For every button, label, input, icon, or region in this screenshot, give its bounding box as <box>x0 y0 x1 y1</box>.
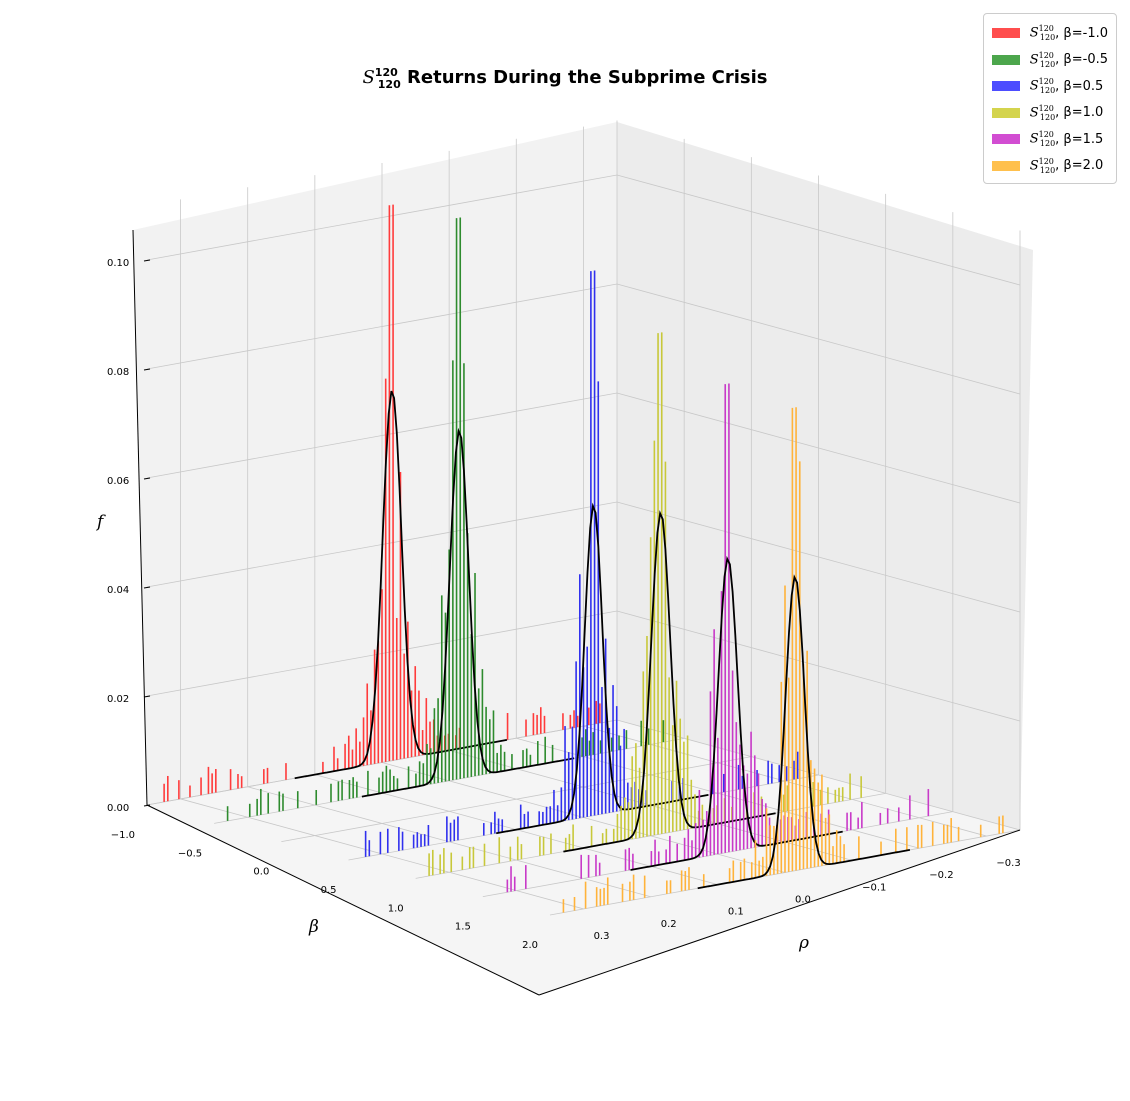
legend-label: , β=2.0 <box>1055 158 1104 174</box>
fit-curve <box>361 427 575 798</box>
title-symbol: S <box>362 67 375 88</box>
z-tick-label: 0.08 <box>107 367 129 378</box>
x-tick-label: 0.2 <box>661 919 677 930</box>
x-axis-label: ρ <box>799 933 809 953</box>
title-sup: 120 <box>374 66 398 79</box>
title-sub: 120 <box>377 77 401 91</box>
chart-title: S120120 Returns During the Subprime Cris… <box>0 66 1130 91</box>
legend-swatch <box>991 160 1020 171</box>
right-wall-pane <box>617 122 1033 830</box>
legend-swatch <box>991 134 1020 145</box>
legend-entry: S120120, β=1.5 <box>991 126 1108 153</box>
x-tick-label: −0.1 <box>862 882 886 893</box>
legend-symbol: S120120 <box>1029 77 1056 96</box>
x-tick-label: −0.2 <box>929 870 953 881</box>
legend-entry: S120120, β=-1.0 <box>991 20 1108 47</box>
legend-label: , β=0.5 <box>1055 78 1104 94</box>
y-tick-label: 1.5 <box>455 922 471 933</box>
z-tick-label: 0.02 <box>107 694 129 705</box>
series-2 <box>364 270 799 857</box>
tick-labels: 0.00 0.02 0.04 0.06 0.08 0.10 −1.0 −0.5 0.0 0.5 1.… <box>107 258 1021 951</box>
x-tick-label: 0.3 <box>594 931 610 942</box>
y-tick-label: 2.0 <box>522 940 538 951</box>
legend-symbol: S120120 <box>1029 156 1056 175</box>
legend-symbol: S120120 <box>1029 130 1056 149</box>
legend-label: , β=1.5 <box>1055 131 1104 147</box>
legend-swatch <box>991 28 1020 39</box>
legend-symbol: S120120 <box>1029 24 1056 43</box>
z-tick-label: 0.06 <box>107 476 129 487</box>
legend-symbol: S120120 <box>1029 50 1056 69</box>
y-axis-label: β <box>309 917 319 937</box>
legend-entry: S120120, β=0.5 <box>991 73 1108 100</box>
legend-label: , β=-1.0 <box>1055 25 1108 41</box>
y-tick-label: 1.0 <box>388 903 404 914</box>
legend-swatch <box>991 81 1020 92</box>
chart-marks <box>163 204 1004 913</box>
z-tick-label: 0.04 <box>107 585 129 596</box>
legend-symbol: S120120 <box>1029 103 1056 122</box>
x-tick-label: −0.3 <box>996 858 1020 869</box>
z-tick-label: 0.10 <box>107 258 129 269</box>
series-3 <box>428 332 862 876</box>
legend-swatch <box>991 54 1020 65</box>
series-5 <box>562 407 1004 913</box>
legend: S120120, β=-1.0 S120120, β=-0.5 S120120, β… <box>982 13 1117 184</box>
legend-swatch <box>991 107 1020 118</box>
axis-lines <box>132 229 1021 996</box>
y-tick-label: 0.0 <box>253 867 269 878</box>
title-text: Returns During the Subprime Crisis <box>407 67 768 88</box>
legend-entry: S120120, β=-0.5 <box>991 47 1108 74</box>
y-tick-label: −1.0 <box>111 830 135 841</box>
legend-label: , β=1.0 <box>1055 105 1104 121</box>
series-0 <box>163 204 601 802</box>
legend-entry: S120120, β=1.0 <box>991 100 1108 127</box>
legend-entry: S120120, β=2.0 <box>991 153 1108 180</box>
series-1 <box>226 217 665 821</box>
x-tick-label: 0.0 <box>795 895 811 906</box>
z-tick-label: 0.00 <box>107 803 129 814</box>
z-axis-label: f <box>97 512 104 532</box>
y-tick-label: 0.5 <box>321 885 337 896</box>
y-tick-label: −0.5 <box>178 848 202 859</box>
fit-curve <box>697 574 911 890</box>
back-wall-pane <box>133 122 617 805</box>
x-tick-label: 0.1 <box>728 907 744 918</box>
legend-label: , β=-0.5 <box>1055 52 1108 68</box>
